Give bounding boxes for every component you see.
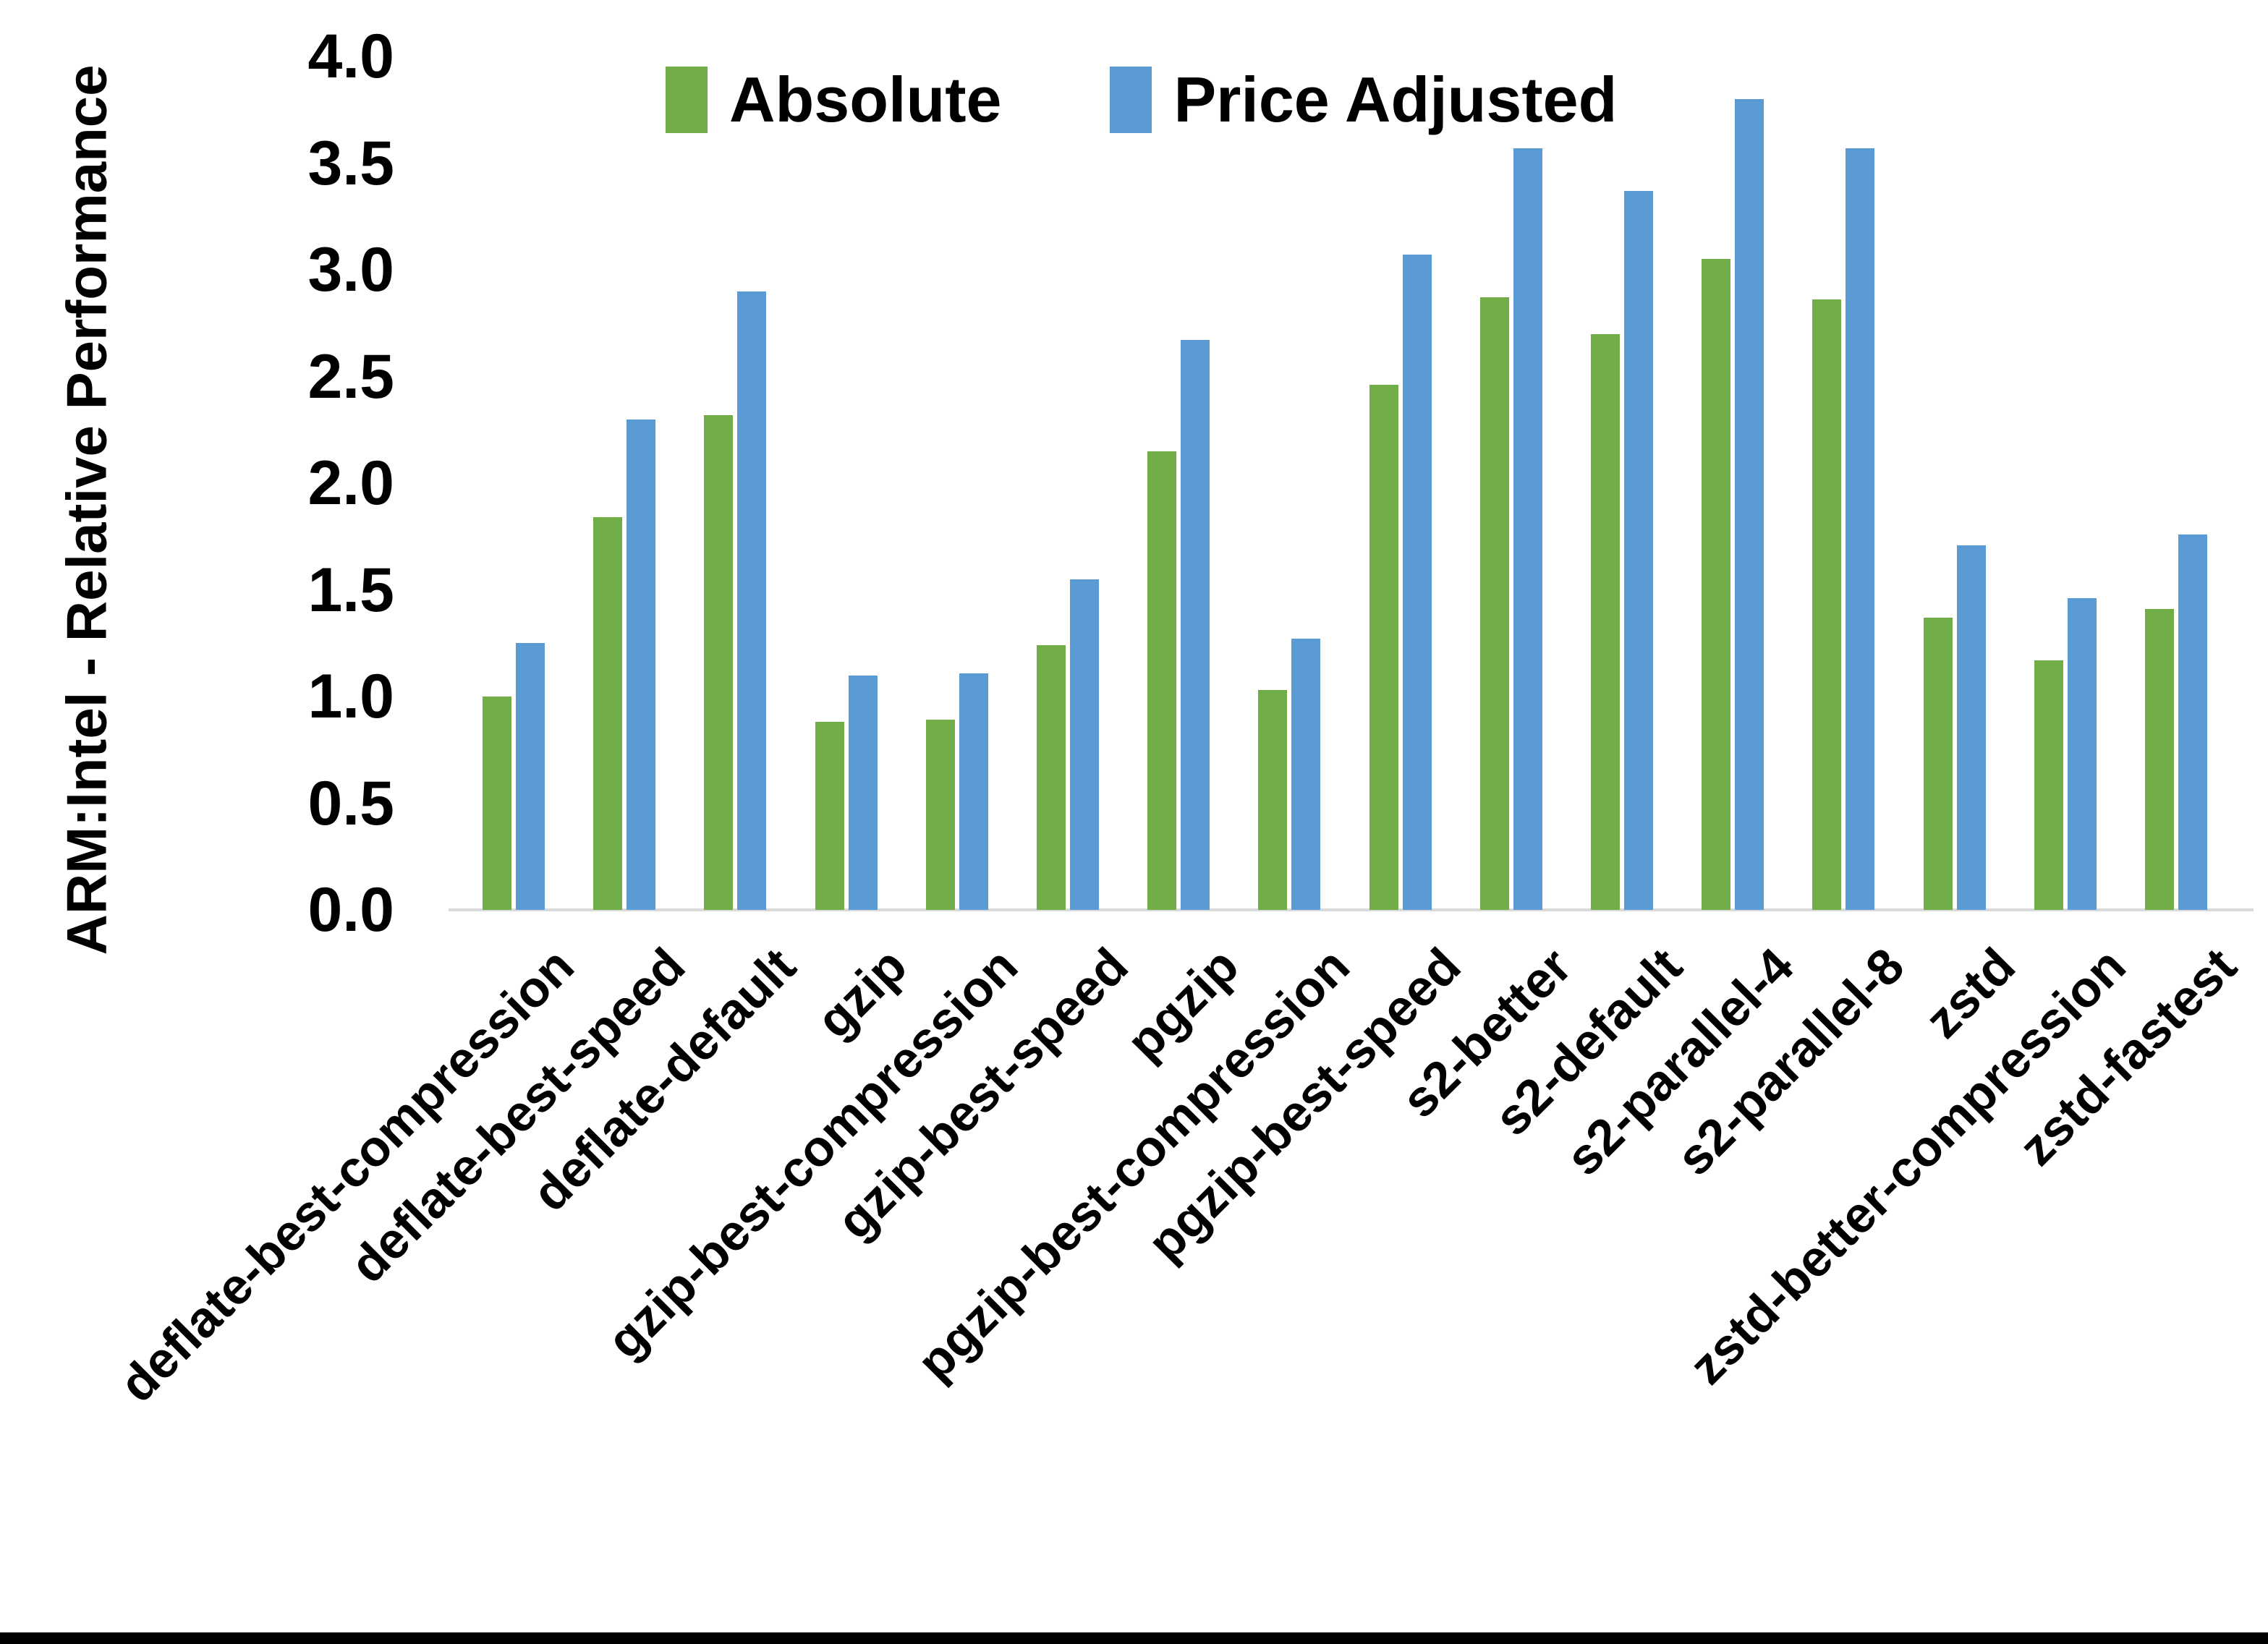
y-tick-label: 2.5 xyxy=(307,341,394,412)
bar-price-adjusted-zstd-fastest xyxy=(2178,534,2207,910)
bar-price-adjusted-pgzip-best-compression xyxy=(1291,639,1321,910)
bar-absolute-s2-parallel-4 xyxy=(1702,259,1731,910)
y-tick-label: 3.0 xyxy=(307,235,394,304)
bar-absolute-gzip-best-compression xyxy=(925,720,955,910)
y-tick-label: 2.0 xyxy=(307,448,394,518)
bar-absolute-deflate-best-compression xyxy=(483,697,511,910)
legend: Absolute Price Adjusted xyxy=(666,67,1617,133)
y-tick-label: 1.5 xyxy=(307,555,394,625)
bar-price-adjusted-zstd-better-compression xyxy=(2067,598,2097,910)
bar-absolute-s2-parallel-8 xyxy=(1812,299,1842,910)
bar-price-adjusted-s2-better xyxy=(1513,148,1542,910)
legend-label-absolute: Absolute xyxy=(729,64,1002,135)
bar-price-adjusted-deflate-best-compression xyxy=(516,643,545,910)
bar-price-adjusted-gzip-best-compression xyxy=(959,673,988,910)
bar-absolute-s2-default xyxy=(1591,333,1620,910)
bar-absolute-gzip xyxy=(815,722,844,910)
bar-absolute-pgzip-best-speed xyxy=(1369,385,1398,910)
legend-item-absolute: Absolute xyxy=(666,67,1001,133)
bar-absolute-zstd xyxy=(1923,617,1953,910)
y-tick-label: 0.0 xyxy=(307,875,394,945)
bar-absolute-zstd-better-compression xyxy=(2034,660,2063,910)
bar-price-adjusted-pgzip-best-speed xyxy=(1402,255,1432,910)
y-tick-label: 4.0 xyxy=(307,22,394,91)
bar-price-adjusted-gzip xyxy=(848,675,878,910)
bar-absolute-gzip-best-speed xyxy=(1037,645,1066,910)
x-axis-category-label: deflate-best-compression xyxy=(109,937,585,1413)
bar-absolute-pgzip xyxy=(1147,451,1177,910)
y-tick-label: 1.0 xyxy=(307,662,394,731)
bar-absolute-zstd-fastest xyxy=(2145,609,2174,910)
bar-price-adjusted-gzip-best-speed xyxy=(1070,579,1099,910)
bar-price-adjusted-pgzip xyxy=(1181,340,1210,910)
x-axis-line xyxy=(449,908,2254,911)
bar-absolute-deflate-best-speed xyxy=(593,517,623,910)
y-tick-label: 0.5 xyxy=(307,768,394,838)
bar-absolute-pgzip-best-compression xyxy=(1258,690,1288,910)
bar-price-adjusted-zstd xyxy=(1956,545,1986,910)
bar-price-adjusted-deflate-best-speed xyxy=(627,419,656,910)
slide-bottom-border xyxy=(0,1632,2268,1644)
bar-price-adjusted-s2-parallel-4 xyxy=(1735,99,1764,910)
y-tick-label: 3.5 xyxy=(307,128,394,198)
bar-price-adjusted-s2-parallel-8 xyxy=(1846,148,1875,910)
legend-label-price-adjusted: Price Adjusted xyxy=(1173,64,1618,135)
legend-swatch-price-adjusted-icon xyxy=(1110,67,1152,133)
bar-absolute-s2-better xyxy=(1479,297,1509,910)
y-axis-title: ARM:Intel - Relative Performance xyxy=(54,64,119,955)
bar-price-adjusted-deflate-default xyxy=(737,291,767,910)
bar-absolute-deflate-default xyxy=(704,414,734,910)
legend-swatch-absolute-icon xyxy=(666,67,708,133)
bar-price-adjusted-s2-default xyxy=(1624,190,1653,910)
legend-item-price-adjusted: Price Adjusted xyxy=(1110,67,1617,133)
